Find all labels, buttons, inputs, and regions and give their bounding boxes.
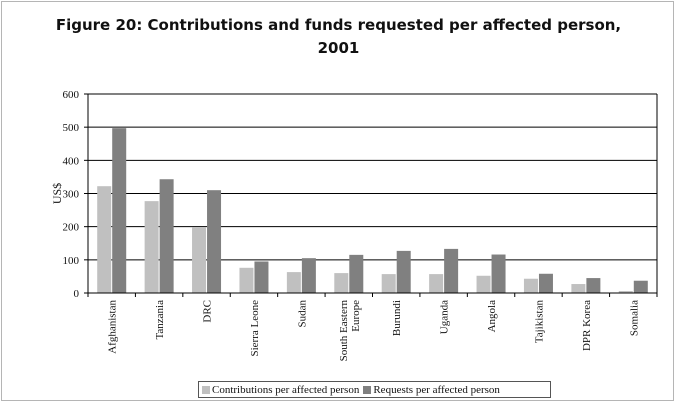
x-tick-label-tanzania: Tanzania (154, 300, 166, 340)
x-tick-label-sudan: Sudan (296, 300, 308, 328)
y-tick-label-400: 400 (63, 155, 80, 167)
bar-contributions-sudan (286, 272, 301, 293)
x-tick-label-angola: Angola (486, 300, 498, 333)
bar-requests-tajikistan (538, 273, 553, 293)
x-tick-label-sierra-leone: Sierra Leone (249, 300, 261, 357)
x-tick-label-somalia: Somalia (628, 300, 640, 336)
y-tick-label-200: 200 (63, 222, 80, 234)
x-tick-label-uganda: Uganda (439, 300, 451, 334)
x-tick-label-south-eastern-europe-line1: South Eastern (338, 300, 350, 362)
x-tick-label-burundi: Burundi (391, 300, 403, 336)
legend-item-requests: Requests per affected person (363, 384, 500, 396)
legend-swatch-contributions (202, 385, 210, 394)
y-tick-label-0: 0 (74, 288, 80, 300)
bar-requests-dpr-korea (586, 278, 601, 293)
bar-requests-tanzania (159, 179, 174, 293)
y-tick-label-300: 300 (63, 189, 80, 201)
bar-contributions-dpr-korea (571, 284, 586, 293)
bar-requests-sudan (301, 258, 316, 293)
bar-contributions-uganda (429, 274, 444, 293)
bar-contributions-south-eastern-europe (334, 273, 349, 293)
y-axis-label: US$ (50, 183, 64, 204)
bar-contributions-somalia (618, 291, 633, 293)
bar-requests-afghanistan (112, 128, 127, 293)
bar-requests-angola (491, 254, 506, 293)
x-tick-label-drc: DRC (202, 300, 214, 323)
legend-item-contributions: Contributions per affected person (202, 384, 359, 396)
bar-requests-burundi (396, 250, 411, 293)
bar-contributions-sierra-leone (239, 267, 254, 293)
bar-requests-drc (207, 190, 222, 293)
bar-contributions-tanzania (144, 201, 159, 293)
bar-requests-uganda (444, 248, 459, 293)
bar-contributions-afghanistan (97, 186, 112, 293)
bar-requests-south-eastern-europe (349, 254, 364, 293)
legend-label-contributions: Contributions per affected person (212, 383, 360, 396)
bar-contributions-burundi (381, 274, 396, 293)
bar-requests-somalia (633, 280, 648, 293)
x-tick-label-dpr-korea: DPR Korea (581, 300, 593, 351)
x-tick-label-south-eastern-europe-line2: Europe (350, 300, 362, 332)
chart-title: Figure 20: Contributions and funds reque… (55, 16, 622, 57)
chart-legend: Contributions per affected person Reques… (198, 381, 551, 398)
y-tick-label-500: 500 (63, 122, 80, 134)
x-tick-label-tajikistan: Tajikistan (533, 300, 545, 344)
y-tick-label-600: 600 (63, 89, 80, 101)
bar-contributions-angola (476, 275, 491, 293)
y-tick-label-100: 100 (63, 255, 80, 267)
bar-contributions-drc (192, 227, 207, 293)
bar-requests-sierra-leone (254, 261, 269, 293)
legend-swatch-requests (363, 385, 372, 394)
x-tick-label-afghanistan: Afghanistan (107, 300, 119, 354)
legend-label-requests: Requests per affected person (373, 383, 500, 396)
bar-contributions-tajikistan (523, 278, 538, 293)
